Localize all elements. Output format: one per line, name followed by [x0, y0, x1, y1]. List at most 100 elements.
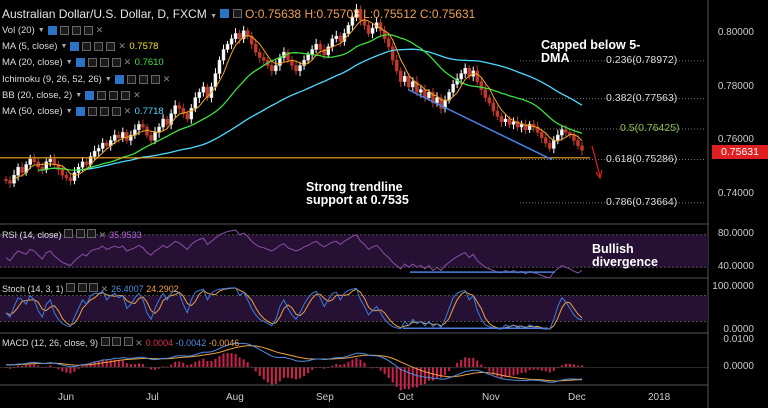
- close-icon[interactable]: ✕: [123, 106, 132, 116]
- stoch-hide-icon[interactable]: [77, 283, 87, 292]
- candle-body: [60, 169, 65, 176]
- rsi-label[interactable]: RSI (14, close): [2, 230, 62, 240]
- candle-body: [350, 17, 355, 26]
- stoch-more-icon[interactable]: [89, 283, 99, 292]
- macd-histogram-bar: [427, 367, 430, 381]
- macd-label[interactable]: MACD (12, 26, close, 9): [2, 338, 99, 348]
- candle-body: [32, 158, 36, 163]
- close-icon[interactable]: ✕: [162, 73, 171, 84]
- more-icon[interactable]: [121, 90, 131, 100]
- macd-histogram-bar: [190, 364, 193, 368]
- candle-body: [28, 158, 32, 165]
- chevron-down-icon[interactable]: ▼: [75, 91, 83, 99]
- settings-icon[interactable]: [87, 58, 97, 68]
- close-icon[interactable]: ✕: [95, 25, 104, 35]
- candle-body: [398, 70, 403, 82]
- stoch-label[interactable]: Stoch (14, 3, 1): [2, 284, 64, 294]
- macd-histogram-bar: [206, 360, 209, 368]
- chevron-down-icon[interactable]: ▼: [60, 43, 68, 51]
- candle-body: [346, 25, 351, 34]
- eye-icon[interactable]: [220, 9, 230, 18]
- indicator-label[interactable]: MA (5, close): [2, 41, 58, 53]
- hide-icon[interactable]: [99, 107, 109, 116]
- indicator-label[interactable]: Vol (20): [2, 25, 35, 36]
- candle-body: [483, 89, 488, 98]
- settings-icon[interactable]: [232, 9, 242, 18]
- price-tick: 0.80000: [717, 27, 754, 39]
- eye-icon[interactable]: [114, 74, 124, 84]
- candle-body: [286, 51, 290, 61]
- rsi-settings-icon[interactable]: [64, 229, 74, 238]
- indicator-label[interactable]: MA (20, close): [2, 57, 63, 69]
- indicator-label[interactable]: BB (20, close, 2): [2, 89, 73, 101]
- macd-settings-icon[interactable]: [100, 337, 110, 346]
- eye-icon[interactable]: [47, 26, 57, 35]
- macd-histogram-bar: [387, 367, 390, 378]
- eye-icon[interactable]: [70, 42, 80, 52]
- chevron-down-icon[interactable]: ▼: [65, 108, 73, 115]
- macd-histogram-bar: [391, 367, 394, 383]
- settings-icon[interactable]: [97, 90, 107, 100]
- hide-icon[interactable]: [94, 42, 104, 52]
- eye-icon[interactable]: [75, 58, 85, 68]
- eye-icon[interactable]: [85, 90, 95, 100]
- macd-histogram-bar: [327, 367, 330, 368]
- rsi-more-icon[interactable]: [87, 229, 97, 238]
- open-value: O:0.75638: [245, 7, 302, 21]
- candle-body: [419, 89, 423, 93]
- close-icon[interactable]: ✕: [123, 57, 132, 68]
- settings-icon[interactable]: [82, 42, 92, 52]
- indicator-label[interactable]: Ichimoku (9, 26, 52, 26): [2, 73, 102, 85]
- candle-body: [499, 116, 504, 122]
- candle-body: [92, 150, 97, 157]
- macd-histogram-bar: [109, 360, 112, 368]
- ma50-line: [78, 48, 583, 171]
- settings-icon[interactable]: [87, 107, 97, 116]
- rsi-pane-label: RSI (14, close) ✕ 35.9533: [2, 229, 142, 240]
- indicator-label[interactable]: MA (50, close): [2, 106, 63, 117]
- macd-histogram-bar: [262, 367, 265, 380]
- hide-icon[interactable]: [71, 26, 81, 35]
- settings-icon[interactable]: [59, 26, 69, 35]
- candle-body: [165, 118, 169, 125]
- macd-histogram-bar: [508, 367, 511, 377]
- hide-icon[interactable]: [99, 58, 109, 68]
- macd-close-icon[interactable]: ✕: [135, 338, 143, 348]
- more-icon[interactable]: [150, 74, 160, 84]
- more-icon[interactable]: [111, 58, 121, 68]
- close-value: C:0.75631: [419, 7, 476, 21]
- stoch-close-icon[interactable]: ✕: [100, 284, 109, 294]
- eye-icon[interactable]: [75, 107, 85, 116]
- chevron-down-icon[interactable]: ▼: [65, 59, 73, 67]
- chevron-down-icon[interactable]: ▼: [37, 27, 45, 34]
- more-icon[interactable]: [83, 26, 93, 35]
- symbol-title[interactable]: Australian Dollar/U.S. Dollar, D, FXCM: [2, 7, 207, 21]
- rsi-hide-icon[interactable]: [75, 229, 85, 238]
- hide-icon[interactable]: [138, 74, 148, 84]
- rsi-close-icon[interactable]: ✕: [98, 230, 107, 240]
- hide-icon[interactable]: [109, 90, 119, 100]
- macd-histogram-bar: [492, 367, 495, 375]
- candle-body: [390, 46, 395, 61]
- macd-histogram-bar: [182, 362, 185, 368]
- stoch-settings-icon[interactable]: [66, 283, 76, 292]
- candle-body: [539, 132, 544, 138]
- macd-histogram-bar: [222, 353, 225, 368]
- close-icon[interactable]: ✕: [133, 89, 141, 100]
- macd-histogram-bar: [133, 364, 136, 368]
- macd-histogram-bar: [250, 366, 253, 368]
- candle-body: [225, 43, 230, 50]
- macd-histogram-bar: [246, 362, 249, 368]
- macd-histogram-bar: [311, 367, 314, 370]
- macd-histogram-bar: [29, 363, 32, 368]
- settings-icon[interactable]: [126, 74, 136, 84]
- macd-histogram-bar: [77, 367, 80, 369]
- macd-hide-icon[interactable]: [112, 337, 122, 346]
- close-icon[interactable]: ✕: [118, 41, 126, 52]
- macd-more-icon[interactable]: [123, 337, 133, 346]
- chevron-down-icon[interactable]: ▼: [210, 13, 218, 20]
- more-icon[interactable]: [111, 107, 121, 116]
- candle-body: [306, 54, 310, 61]
- chevron-down-icon[interactable]: ▼: [104, 75, 112, 83]
- more-icon[interactable]: [106, 42, 116, 52]
